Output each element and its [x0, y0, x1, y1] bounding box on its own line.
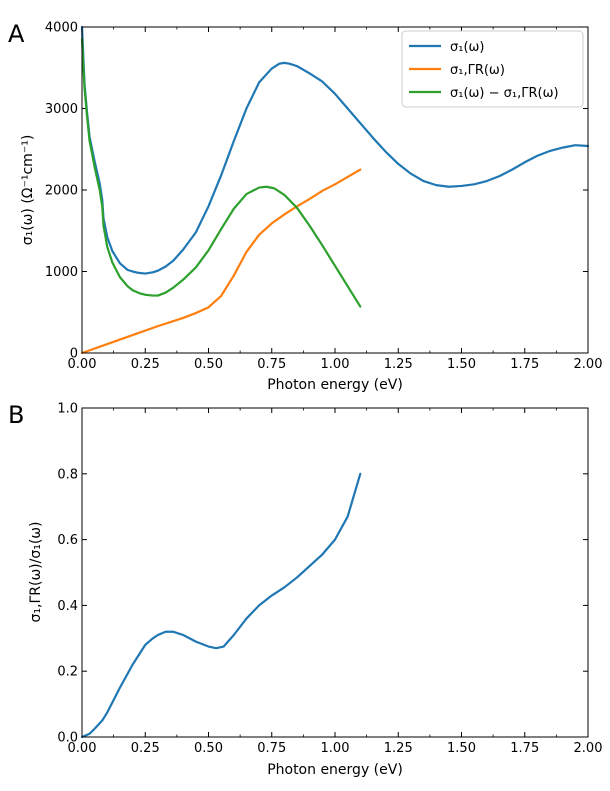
panel-a-x-tick-label: 0.50: [194, 357, 223, 372]
panel-label-a: A: [8, 20, 25, 48]
panel-a-y-tick-label: 3000: [45, 102, 78, 117]
legend-box: [401, 30, 584, 108]
panel-a-series-line-0: [80, 25, 590, 275]
legend-label-difference: σ₁(ω) − σ₁,ΓR(ω): [450, 86, 559, 101]
legend-label-sigma1-gr: σ₁,ΓR(ω): [450, 63, 505, 78]
panel-b-y-tick-label: 1.0: [57, 402, 78, 417]
panel-b-y-tick-label: 0.0: [57, 731, 78, 746]
panel-b-y-axis-label: σ₁,ΓR(ω)/σ₁(ω): [28, 522, 44, 623]
panel-b-x-tick-label: 0.25: [131, 741, 160, 756]
panel-a-x-axis-label: Photon energy (eV): [267, 377, 403, 393]
panel-b-x-tick-label: 0.50: [194, 741, 223, 756]
panel-b-y-tick-label: 0.6: [57, 533, 78, 548]
panel-a-y-tick-label: 4000: [45, 21, 78, 36]
panel-label-b: B: [8, 401, 24, 429]
panel-b-series-line-0: [80, 472, 362, 739]
panel-a-x-tick-label: 0.75: [257, 357, 286, 372]
panel-b-x-tick-label: 1.75: [510, 741, 539, 756]
legend: σ₁(ω) σ₁,ΓR(ω) σ₁(ω) − σ₁,ΓR(ω): [401, 30, 584, 108]
panel-b-series: [80, 472, 362, 739]
panel-b: B Photon energy (eV) σ₁,ΓR(ω)/σ₁(ω) 0.00…: [8, 401, 602, 778]
panel-a-series-line-2: [80, 38, 362, 308]
panel-a-ticks: 0.00 0.25 0.50 0.75 1.00 1.25 1.50 1.75 2.00 0 100…: [45, 21, 603, 373]
panel-a-series: [80, 25, 590, 355]
panel-a-x-tick-label: 1.50: [447, 357, 476, 372]
panel-a-x-tick-label: 0.25: [131, 357, 160, 372]
panel-a-y-tick-label: 0: [70, 347, 78, 362]
panel-a-y-axis-label: σ₁(ω) (Ω⁻¹cm⁻¹): [20, 135, 36, 246]
panel-a-x-tick-label: 1.75: [510, 357, 539, 372]
panel-b-x-tick-label: 0.75: [257, 741, 286, 756]
panel-a-frame: [81, 26, 589, 354]
panel-b-ticks: 0.00 0.25 0.50 0.75 1.00 1.25 1.50 1.75 2.00 0.0 0…: [57, 402, 602, 757]
panel-b-y-tick-label: 0.2: [57, 665, 78, 680]
panel-b-x-tick-label: 1.25: [384, 741, 413, 756]
panel-a-series-line-1: [80, 168, 362, 355]
panel-b-y-tick-label: 0.8: [57, 467, 78, 482]
panel-a-x-tick-label: 0.00: [68, 357, 97, 372]
panel-b-x-tick-label: 1.00: [321, 741, 350, 756]
panel-b-y-tick-label: 0.4: [57, 599, 78, 614]
panel-b-x-tick-label: 1.50: [447, 741, 476, 756]
panel-a-y-tick-label: 1000: [45, 265, 78, 280]
panel-a-y-tick-label: 2000: [45, 184, 78, 199]
panel-a-x-tick-label: 2.00: [574, 357, 603, 372]
legend-label-sigma1: σ₁(ω): [450, 40, 484, 55]
panel-b-x-axis-label: Photon energy (eV): [267, 762, 403, 778]
panel-a-x-tick-label: 1.00: [321, 357, 350, 372]
panel-b-frame: [81, 407, 589, 738]
panel-a-x-tick-label: 1.25: [384, 357, 413, 372]
panel-b-x-tick-label: 0.00: [68, 741, 97, 756]
panel-b-x-tick-label: 2.00: [574, 741, 603, 756]
panel-a: A Photon energy (eV) σ₁(ω) (Ω⁻¹cm⁻¹) 0.0…: [8, 20, 602, 393]
